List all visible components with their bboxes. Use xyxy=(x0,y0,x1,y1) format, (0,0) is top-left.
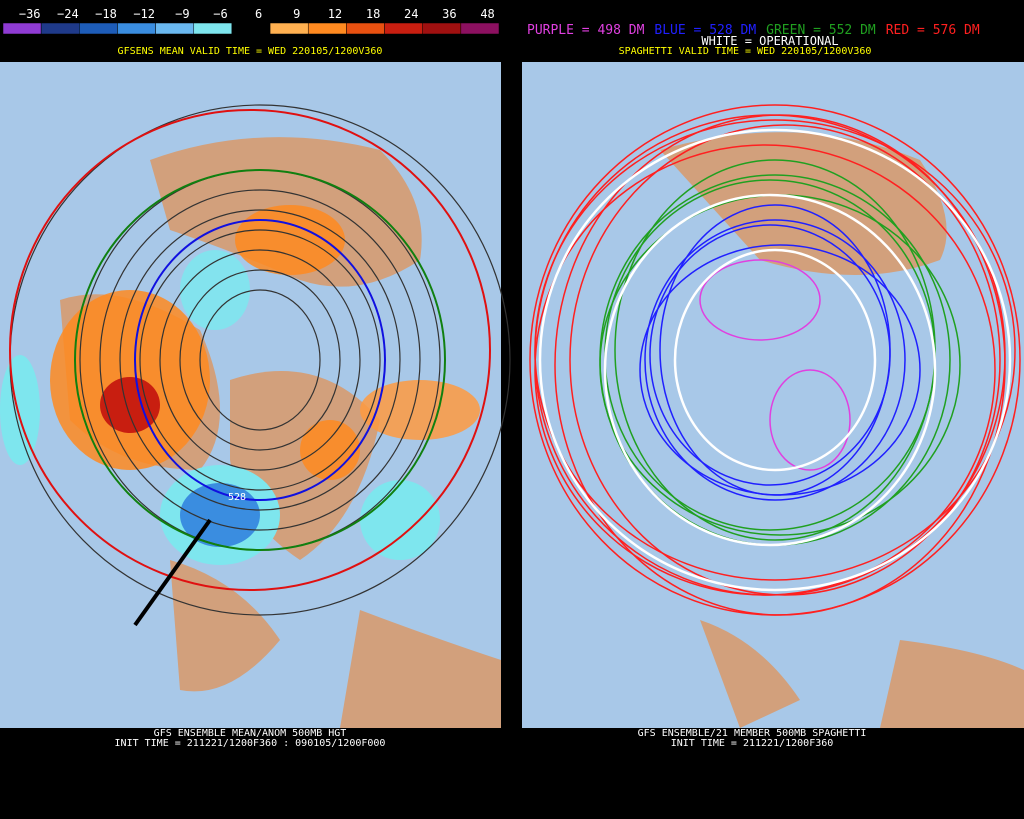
legend: PURPLE = 498 DM BLUE = 528 DM GREEN = 552 … xyxy=(527,23,980,38)
valid-time: GFSENS MEAN VALID TIME = WED 220105/1200… xyxy=(118,46,383,57)
operational-note: WHITE = OPERATIONAL xyxy=(701,34,838,48)
colorbar-label: 48 xyxy=(480,7,494,21)
colorbar-segment xyxy=(384,22,423,35)
colorbar-label: 6 xyxy=(255,7,262,21)
colorbar-label: −9 xyxy=(175,7,189,21)
footer-line: INIT TIME = 211221/1200F360 xyxy=(671,738,834,749)
right-map: PURPLE = 498 DM BLUE = 528 DM GREEN = 552 … xyxy=(522,23,1024,728)
colorbar-segment xyxy=(193,22,233,35)
colorbar-label: −36 xyxy=(19,7,41,21)
left-map: 528 xyxy=(0,62,511,728)
colorbar-segment xyxy=(79,22,118,35)
colorbar-label: −18 xyxy=(95,7,117,21)
colorbar-segment xyxy=(460,22,500,35)
colorbar-label: −6 xyxy=(213,7,227,21)
colorbar-label: 12 xyxy=(328,7,342,21)
legend-entry: GREEN = 552 DM xyxy=(766,23,876,38)
colorbar-segment xyxy=(40,22,80,35)
legend-entry: BLUE = 528 DM xyxy=(654,23,756,38)
footer-line: INIT TIME = 211221/1200F360 : 090105/120… xyxy=(115,738,386,749)
colorbar-segment xyxy=(2,22,42,35)
colorbar-segment xyxy=(231,22,271,35)
colorbar-label: 36 xyxy=(442,7,456,21)
colorbar-label: 9 xyxy=(293,7,300,21)
colorbar-label: −12 xyxy=(133,7,155,21)
footer-line: GFS ENSEMBLE/21 MEMBER 500MB SPAGHETTI xyxy=(638,728,867,739)
colorbar-label: 24 xyxy=(404,7,418,21)
contour-label: 528 xyxy=(228,492,246,503)
colorbar-segment xyxy=(155,22,195,35)
colorbar-segment xyxy=(346,22,385,35)
colorbar: −36 −24 −18 −12 −9 −6 6 9 12 18 24 36 48 xyxy=(2,7,500,35)
legend-entry: RED = 576 DM xyxy=(886,23,980,38)
colorbar-segment xyxy=(117,22,156,35)
colorbar-segment xyxy=(307,22,347,35)
colorbar-label: 18 xyxy=(366,7,380,21)
legend-entry: PURPLE = 498 DM xyxy=(527,23,645,38)
footer-line: GFS ENSEMBLE MEAN/ANOM 500MB HGT xyxy=(154,728,347,739)
colorbar-label: −24 xyxy=(57,7,79,21)
colorbar-segment xyxy=(422,22,462,35)
colorbar-segment xyxy=(269,22,309,35)
valid-time: SPAGHETTI VALID TIME = WED 220105/1200V3… xyxy=(619,46,872,57)
